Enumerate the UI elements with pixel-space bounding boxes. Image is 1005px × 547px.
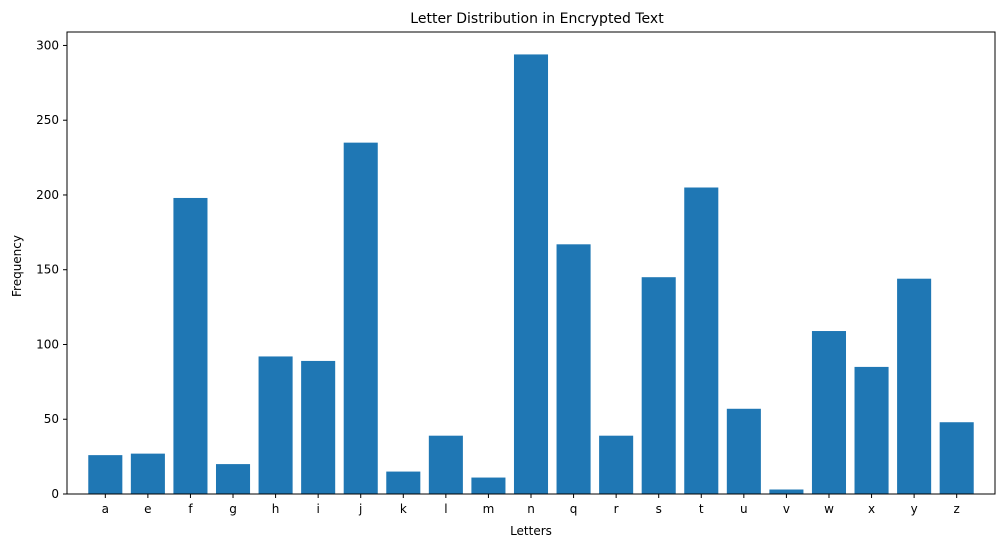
bar-f — [173, 197, 208, 494]
x-tick-label-q: q — [570, 502, 578, 516]
y-tick-label-250: 250 — [36, 113, 59, 127]
x-tick-label-a: a — [102, 502, 109, 516]
bar-w — [811, 331, 847, 494]
y-tick-label-0: 0 — [51, 487, 59, 501]
bar-j — [343, 142, 378, 494]
y-tick-label-50: 50 — [44, 412, 59, 426]
bar-t — [684, 187, 719, 494]
y-tick-label-200: 200 — [36, 188, 59, 202]
y-axis: 0 50 100 150 200 250 300 — [36, 38, 67, 501]
bar-h — [258, 356, 293, 494]
x-tick-label-m: m — [483, 502, 495, 516]
bar-e — [130, 453, 165, 494]
bar-v — [769, 489, 804, 494]
y-tick-label-300: 300 — [36, 38, 59, 52]
x-tick-label-r: r — [614, 502, 619, 516]
x-tick-label-i: i — [316, 502, 319, 516]
x-tick-label-f: f — [188, 502, 193, 516]
x-tick-label-z: z — [954, 502, 960, 516]
chart-title: Letter Distribution in Encrypted Text — [410, 11, 664, 27]
x-tick-label-w: w — [824, 502, 834, 516]
bar-k — [386, 471, 421, 494]
x-tick-label-x: x — [868, 502, 875, 516]
x-tick-label-v: v — [783, 502, 790, 516]
plot-frame — [66, 31, 996, 495]
bars-group — [88, 54, 974, 495]
y-tick-label-150: 150 — [36, 263, 59, 277]
x-tick-label-u: u — [740, 502, 748, 516]
y-axis-label: Frequency — [10, 235, 24, 297]
bar-x — [854, 366, 889, 494]
bar-r — [599, 435, 634, 494]
x-axis-label: Letters — [510, 524, 552, 538]
x-tick-label-g: g — [229, 502, 237, 516]
bar-a — [88, 455, 123, 494]
bar-n — [513, 54, 549, 495]
x-tick-label-n: n — [527, 502, 535, 516]
bar-u — [726, 408, 761, 494]
x-tick-label-l: l — [444, 502, 447, 516]
bar-l — [428, 435, 463, 494]
bar-y — [897, 278, 932, 494]
x-tick-label-e: e — [144, 502, 151, 516]
x-tick-label-k: k — [400, 502, 407, 516]
bar-m — [471, 477, 506, 494]
x-tick-label-y: y — [911, 502, 918, 516]
x-tick-label-j: j — [358, 502, 362, 516]
bar-g — [215, 464, 251, 494]
bar-q — [556, 244, 591, 494]
bar-z — [939, 422, 974, 494]
bar-i — [301, 360, 336, 494]
x-tick-label-s: s — [656, 502, 662, 516]
x-tick-label-h: h — [272, 502, 280, 516]
bar-s — [641, 277, 676, 494]
y-tick-label-100: 100 — [36, 337, 59, 351]
x-tick-label-t: t — [699, 502, 704, 516]
